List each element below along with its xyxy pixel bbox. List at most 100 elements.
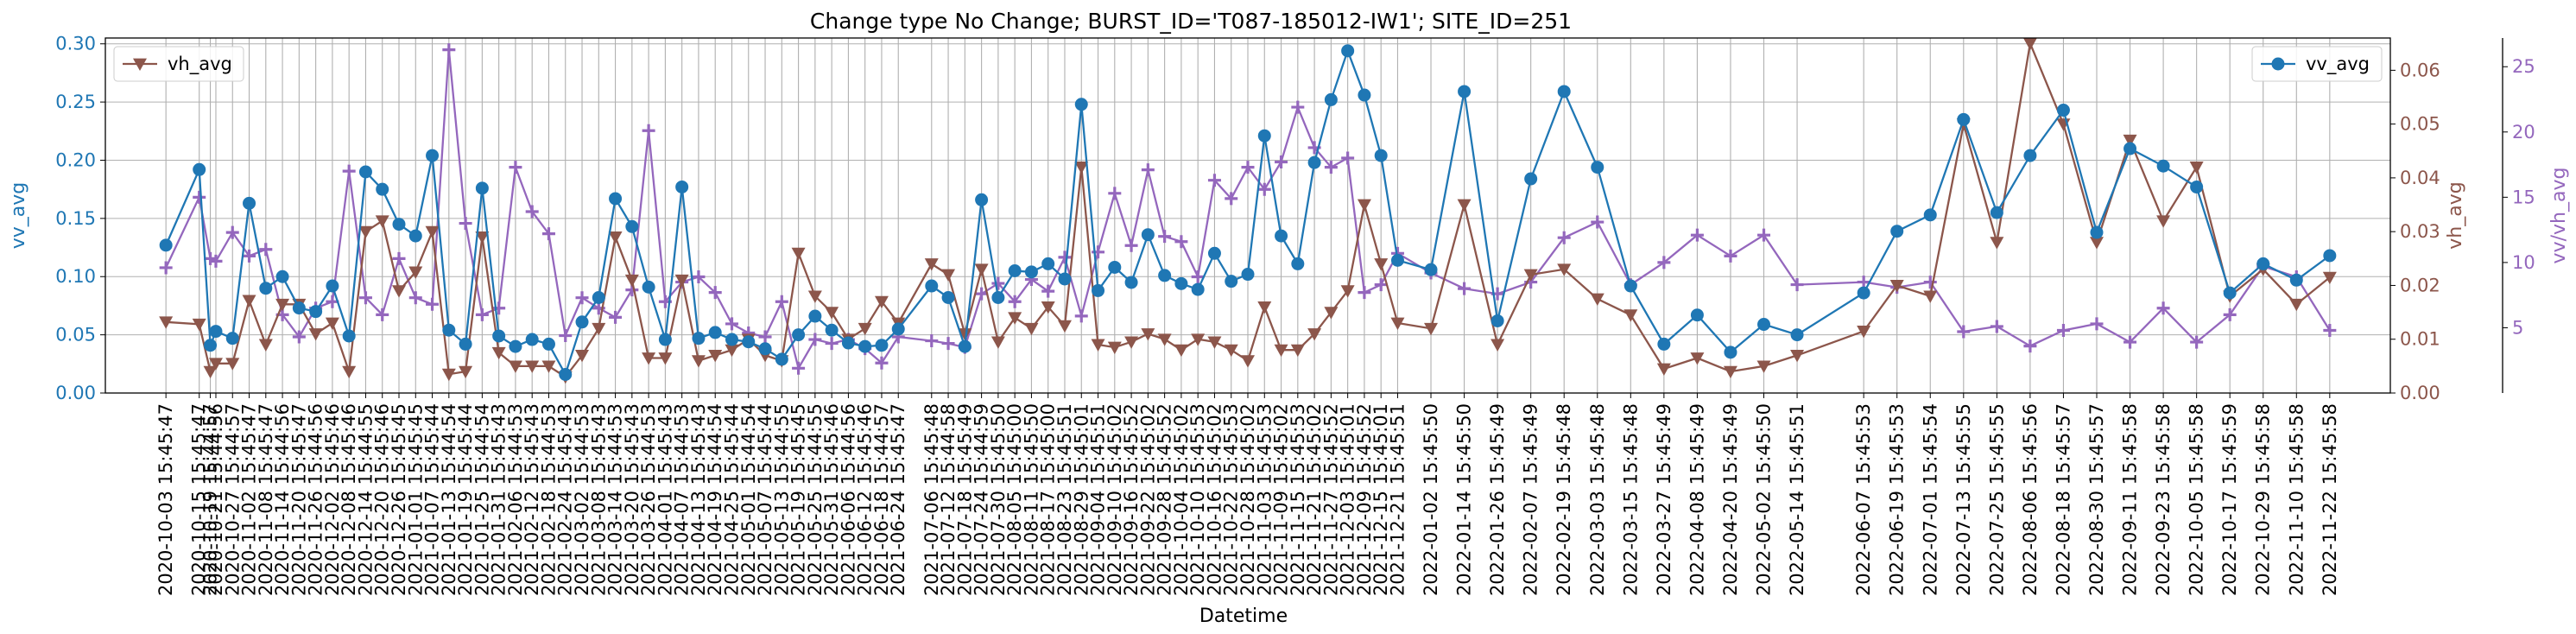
data-point <box>674 274 689 288</box>
data-point <box>1340 285 1355 298</box>
data-point <box>1341 44 1355 58</box>
data-point <box>1590 293 1604 307</box>
data-point <box>2289 298 2304 312</box>
data-point <box>1108 187 1122 200</box>
data-point <box>775 352 788 366</box>
data-point <box>1491 314 1504 327</box>
data-point <box>742 335 756 349</box>
data-point <box>325 317 339 331</box>
x-tick-label: 2021-01-01 15:45:45 <box>405 403 426 596</box>
data-point <box>442 323 456 337</box>
data-point <box>675 180 689 193</box>
x-tick-label: 2021-07-24 15:44:59 <box>972 403 992 596</box>
x-tick-label: 2020-10-27 15:44:57 <box>222 403 243 596</box>
data-point <box>941 337 955 351</box>
y-tick-label: 0.25 <box>55 92 96 112</box>
x-tick-label: 2021-06-06 15:44:56 <box>838 403 858 596</box>
data-point <box>791 247 806 261</box>
data-point <box>1257 182 1271 196</box>
data-point <box>725 333 738 346</box>
x-tick-label: 2021-12-21 15:45:51 <box>1387 403 1408 596</box>
x-axis-label: Datetime <box>1199 605 1288 627</box>
x-tick-label: 2021-01-07 15:45:44 <box>422 403 443 596</box>
data-point <box>559 329 573 343</box>
data-point <box>426 149 440 162</box>
data-point <box>1307 155 1321 169</box>
x-tick-label: 2022-07-01 15:45:54 <box>1920 403 1940 596</box>
y-axis-label: vh_avg <box>2445 181 2466 249</box>
data-point <box>807 290 822 303</box>
data-point <box>1857 286 1870 300</box>
x-tick-label: 2022-09-23 15:45:58 <box>2153 403 2174 596</box>
x-tick-label: 2022-04-08 15:45:49 <box>1687 403 1707 596</box>
x-tick-label: 2022-09-11 15:45:58 <box>2120 403 2141 596</box>
data-point <box>203 365 218 379</box>
data-point <box>2156 215 2171 228</box>
data-point <box>1174 276 1188 290</box>
data-point <box>708 326 722 339</box>
data-point <box>1257 129 1271 143</box>
data-point <box>658 333 672 346</box>
data-point <box>1157 333 1172 346</box>
legend-box <box>113 46 244 82</box>
data-point <box>193 162 206 176</box>
data-point <box>1291 100 1305 114</box>
data-point <box>1424 263 1438 276</box>
x-tick-label: 2022-11-10 15:45:58 <box>2286 403 2307 596</box>
x-tick-label: 2021-03-08 15:45:43 <box>588 403 609 596</box>
data-point <box>408 229 422 243</box>
data-point <box>941 291 955 305</box>
data-point <box>1008 264 1022 278</box>
data-point <box>1557 85 1571 98</box>
data-point <box>875 356 889 370</box>
data-point <box>1241 161 1255 174</box>
data-point <box>1224 344 1238 358</box>
legend-swatch-marker <box>133 58 147 71</box>
x-tick-label: 2021-05-25 15:44:55 <box>805 403 826 596</box>
data-point <box>1291 257 1305 270</box>
data-point <box>1923 276 1937 289</box>
data-point <box>2156 301 2170 315</box>
data-point <box>243 249 256 263</box>
x-tick-label: 2021-03-26 15:44:53 <box>638 403 659 596</box>
data-point <box>642 280 655 294</box>
data-point <box>491 346 506 360</box>
data-point <box>1191 333 1206 346</box>
data-point <box>1041 257 1055 270</box>
data-point <box>925 334 939 348</box>
y-tick-label: 0.01 <box>2400 329 2440 350</box>
x-tick-label: 2021-05-31 15:45:46 <box>821 403 842 596</box>
data-point <box>2056 104 2070 117</box>
x-tick-label: 2021-09-22 15:45:02 <box>1137 403 1158 596</box>
data-point <box>392 285 407 298</box>
x-tick-label: 2021-09-04 15:45:51 <box>1088 403 1109 596</box>
data-point <box>1274 344 1288 358</box>
data-point <box>1724 249 1737 263</box>
x-tick-label: 2021-02-18 15:44:53 <box>538 403 559 596</box>
x-tick-label: 2020-11-08 15:45:47 <box>256 403 276 596</box>
data-point <box>408 266 423 279</box>
x-tick-label: 2021-10-16 15:45:02 <box>1204 403 1225 596</box>
x-tick-label: 2022-08-06 15:45:56 <box>2020 403 2041 596</box>
data-point <box>609 310 623 324</box>
data-point <box>1591 215 1604 229</box>
x-tick-label: 2020-12-20 15:45:46 <box>372 403 393 596</box>
data-point <box>1990 206 2003 219</box>
data-point <box>775 295 788 308</box>
data-point <box>792 361 806 375</box>
x-tick-label: 2021-08-05 15:45:00 <box>1004 403 1025 596</box>
y-tick-label: 0.20 <box>55 149 96 170</box>
data-point <box>1990 320 2003 333</box>
x-tick-label: 2021-10-28 15:45:02 <box>1237 403 1258 596</box>
series-layer <box>159 37 2337 384</box>
data-point <box>991 291 1005 305</box>
y-tick-label: 25 <box>2512 56 2535 77</box>
data-point <box>259 243 273 257</box>
x-tick-label: 2021-05-19 15:45:45 <box>788 403 809 596</box>
data-point <box>309 305 323 319</box>
data-point <box>358 291 372 305</box>
x-tick-label: 2022-08-30 15:45:57 <box>2086 403 2107 596</box>
x-tick-label: 2022-02-19 15:45:48 <box>1554 403 1574 596</box>
